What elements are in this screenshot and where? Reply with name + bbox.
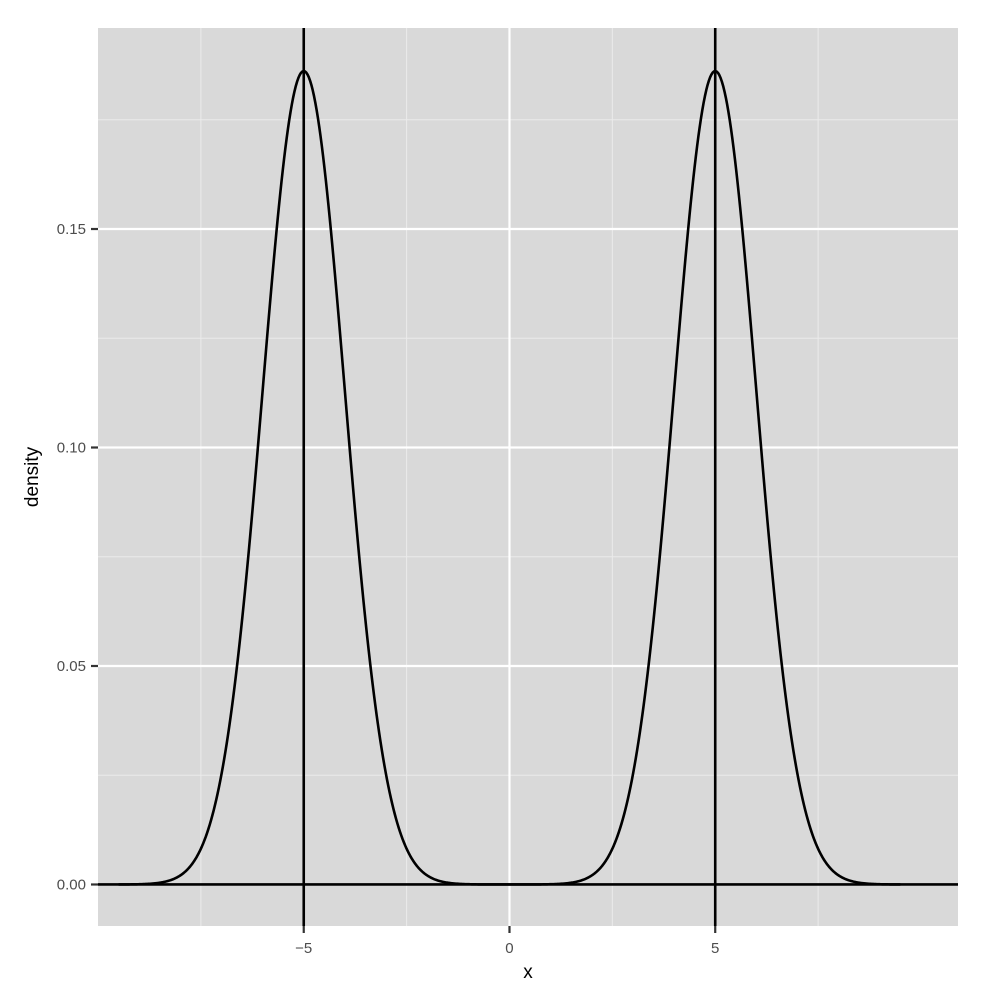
x-axis: −5 0 5 (295, 926, 719, 957)
y-axis: 0.00 0.05 0.10 0.15 (57, 221, 98, 893)
x-tick-label: 0 (505, 940, 513, 957)
minor-grid (98, 28, 958, 926)
y-tick-label: 0.00 (57, 876, 86, 893)
y-tick-label: 0.05 (57, 658, 86, 675)
x-tick-label: 5 (711, 940, 719, 957)
y-tick-label: 0.15 (57, 221, 86, 238)
x-axis-title: x (523, 962, 533, 983)
plot-panel (98, 28, 958, 926)
y-axis-title: density (22, 446, 43, 507)
y-tick-label: 0.10 (57, 440, 86, 457)
x-tick-label: −5 (295, 940, 312, 957)
plot-marks (98, 28, 958, 926)
density-curve (118, 69, 901, 886)
